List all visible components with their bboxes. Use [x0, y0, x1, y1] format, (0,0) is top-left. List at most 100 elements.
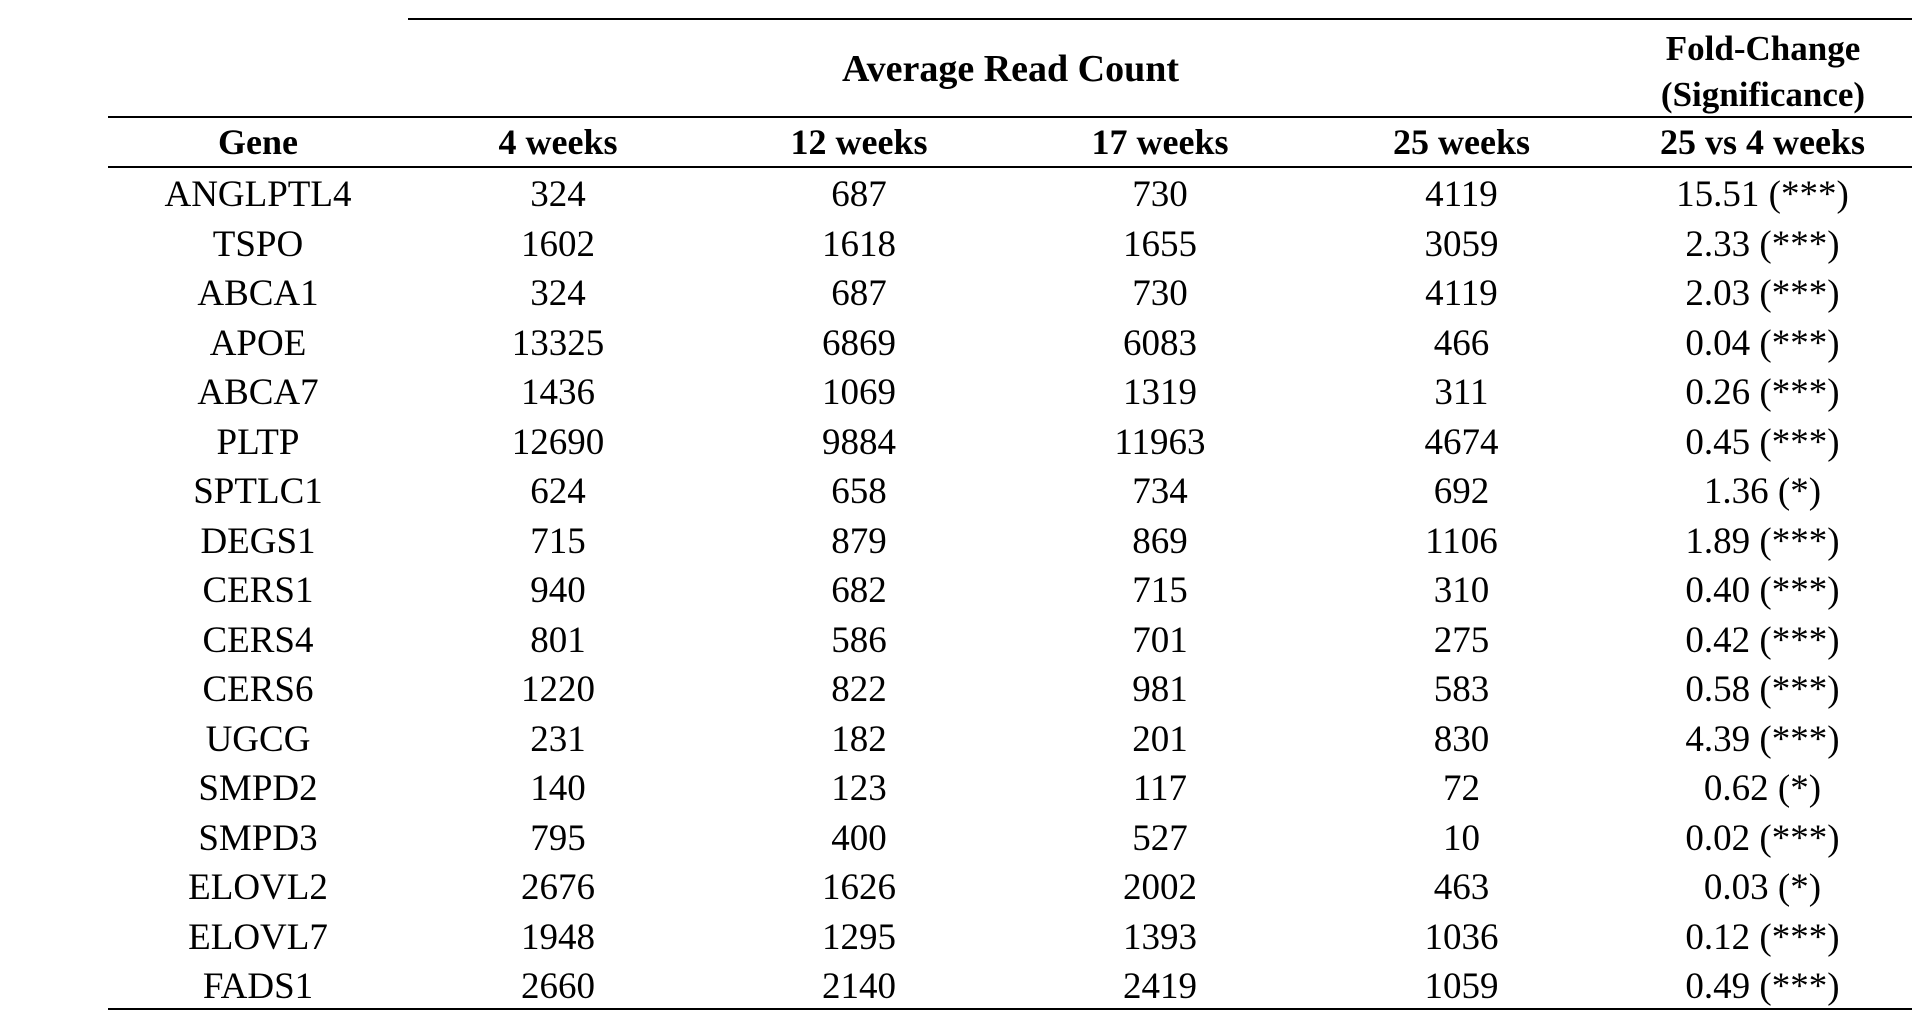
- fold-change-cell: 0.40 (***): [1685, 570, 1840, 611]
- fold-change-cell: 0.26 (***): [1685, 372, 1840, 413]
- table-body: ANGLPTL4 324 687 730 4119 15.51 (***) TSPO 1602…: [108, 170, 1912, 1012]
- week-25-cell: 311: [1434, 372, 1489, 413]
- gene-cell: SPTLC1: [193, 471, 323, 512]
- table-row: ANGLPTL4 324 687 730 4119 15.51 (***): [108, 170, 1912, 220]
- gene-cell: ANGLPTL4: [164, 174, 352, 215]
- fold-change-header-line2: (Significance): [1660, 75, 1866, 114]
- fold-change-header-line1: Fold-Change: [1665, 29, 1861, 68]
- column-header-25-vs-4-weeks: 25 vs 4 weeks: [1660, 122, 1865, 162]
- week-25-cell: 3059: [1424, 223, 1499, 265]
- week-17-cell: 2002: [1123, 867, 1197, 908]
- table-row: DEGS1 715 879 869 1106 1.89 (***): [108, 517, 1912, 567]
- gene-cell: SMPD2: [198, 768, 318, 809]
- week-4-cell: 324: [530, 174, 586, 215]
- week-12-cell: 682: [831, 570, 887, 611]
- fold-change-cell: 0.42 (***): [1685, 619, 1840, 661]
- header-rule: [108, 166, 1912, 168]
- fold-change-cell: 15.51 (***): [1676, 174, 1849, 215]
- fold-change-cell: 0.04 (***): [1685, 322, 1840, 364]
- gene-cell: PLTP: [216, 421, 300, 463]
- top-rule: [408, 18, 1912, 20]
- week-12-cell: 687: [831, 174, 887, 215]
- gene-cell: ELOVL2: [188, 867, 328, 908]
- week-12-cell: 1618: [822, 223, 896, 265]
- week-4-cell: 1220: [521, 669, 595, 710]
- table-row: SMPD3 795 400 527 10 0.02 (***): [108, 814, 1912, 864]
- bottom-rule: [108, 1008, 1912, 1010]
- week-25-cell: 310: [1433, 570, 1490, 611]
- table-row: UGCG 231 182 201 830 4.39 (***): [108, 715, 1912, 765]
- fold-change-cell: 4.39 (***): [1685, 718, 1840, 760]
- week-12-cell: 123: [831, 768, 887, 809]
- gene-cell: FADS1: [202, 966, 314, 1007]
- table-row: APOE 13325 6869 6083 466 0.04 (***): [108, 319, 1912, 369]
- week-17-cell: 2419: [1123, 966, 1197, 1007]
- gene-cell: DEGS1: [200, 520, 316, 562]
- fold-change-cell: 0.03 (*): [1703, 867, 1822, 908]
- mid-rule: [108, 116, 1912, 118]
- table-row: ABCA7 1436 1069 1319 311 0.26 (***): [108, 368, 1912, 418]
- week-25-cell: 275: [1433, 619, 1490, 661]
- week-4-cell: 2660: [521, 966, 595, 1007]
- week-4-cell: 624: [530, 471, 586, 512]
- table-row: SPTLC1 624 658 734 692 1.36 (*): [108, 467, 1912, 517]
- week-4-cell: 231: [530, 718, 586, 760]
- column-header-4-weeks: 4 weeks: [498, 122, 618, 162]
- week-17-cell: 11963: [1114, 421, 1206, 463]
- week-17-cell: 701: [1132, 619, 1188, 661]
- gene-cell: TSPO: [212, 223, 304, 265]
- week-25-cell: 10: [1443, 817, 1480, 859]
- fold-change-cell: 2.33 (***): [1685, 223, 1840, 265]
- table-row: TSPO 1602 1618 1655 3059 2.33 (***): [108, 220, 1912, 270]
- table-row: ABCA1 324 687 730 4119 2.03 (***): [108, 269, 1912, 319]
- table-row: ELOVL2 2676 1626 2002 463 0.03 (*): [108, 863, 1912, 913]
- week-12-cell: 1626: [822, 867, 896, 908]
- fold-change-cell: 0.62 (*): [1703, 768, 1822, 809]
- week-12-cell: 1295: [822, 916, 896, 958]
- week-17-cell: 869: [1132, 520, 1188, 562]
- fold-change-cell: 0.49 (***): [1685, 966, 1840, 1007]
- week-12-cell: 687: [831, 273, 887, 314]
- fold-change-cell: 2.03 (***): [1685, 273, 1840, 314]
- gene-cell: UGCG: [205, 718, 311, 760]
- gene-cell: CERS4: [202, 619, 314, 661]
- table-row: CERS4 801 586 701 275 0.42 (***): [108, 616, 1912, 666]
- week-17-cell: 730: [1132, 273, 1188, 314]
- fold-change-cell: 0.58 (***): [1685, 669, 1840, 710]
- week-4-cell: 1436: [521, 372, 595, 413]
- week-4-cell: 1948: [521, 916, 595, 958]
- column-header-12-weeks: 12 weeks: [790, 122, 928, 162]
- column-header-25-weeks: 25 weeks: [1393, 122, 1530, 162]
- week-4-cell: 715: [530, 520, 586, 562]
- week-25-cell: 692: [1433, 471, 1490, 512]
- week-25-cell: 4119: [1425, 174, 1498, 215]
- week-4-cell: 140: [530, 768, 586, 809]
- week-17-cell: 1655: [1123, 223, 1197, 265]
- week-12-cell: 2140: [822, 966, 896, 1007]
- week-25-cell: 830: [1433, 718, 1490, 760]
- week-12-cell: 1069: [822, 372, 896, 413]
- fold-change-cell: 0.12 (***): [1685, 916, 1840, 958]
- column-header-gene: Gene: [218, 122, 298, 162]
- week-12-cell: 9884: [822, 421, 896, 463]
- fold-change-cell: 0.02 (***): [1685, 817, 1840, 859]
- week-12-cell: 586: [831, 619, 887, 661]
- column-headers: Gene 4 weeks 12 weeks 17 weeks 25 weeks …: [108, 118, 1912, 166]
- week-4-cell: 12690: [511, 421, 605, 463]
- week-12-cell: 182: [831, 718, 887, 760]
- week-4-cell: 940: [530, 570, 586, 611]
- week-17-cell: 117: [1132, 768, 1188, 809]
- week-12-cell: 658: [831, 471, 887, 512]
- week-17-cell: 201: [1132, 718, 1188, 760]
- week-4-cell: 795: [530, 817, 586, 859]
- week-4-cell: 13325: [511, 322, 605, 364]
- week-4-cell: 2676: [521, 867, 595, 908]
- week-12-cell: 822: [831, 669, 887, 710]
- week-25-cell: 4119: [1425, 273, 1498, 314]
- average-read-count-header: Average Read Count: [841, 48, 1180, 90]
- week-17-cell: 527: [1132, 817, 1188, 859]
- week-4-cell: 324: [530, 273, 586, 314]
- week-25-cell: 1106: [1425, 520, 1498, 562]
- gene-cell: ABCA1: [197, 273, 319, 314]
- week-17-cell: 1319: [1123, 372, 1197, 413]
